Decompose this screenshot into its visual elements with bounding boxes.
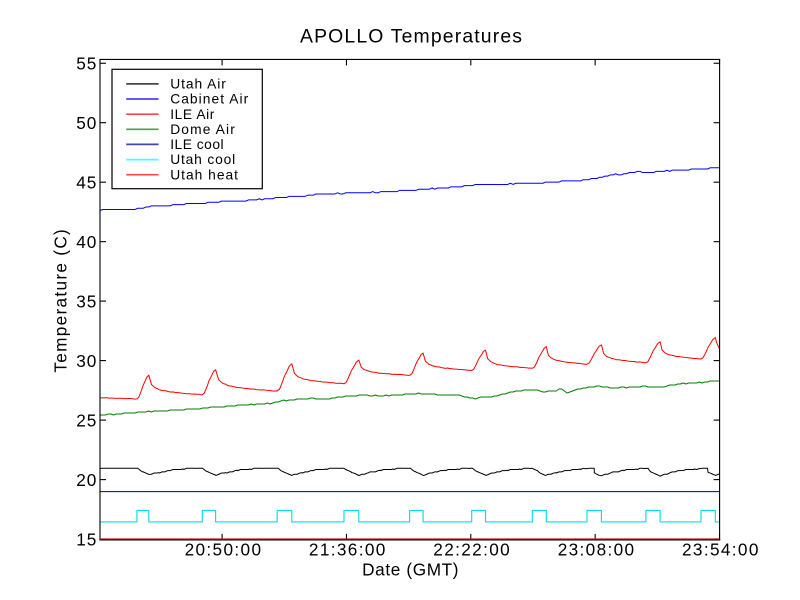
svg-text:23:08:00: 23:08:00 (558, 540, 634, 560)
svg-text:25: 25 (76, 410, 96, 430)
svg-text:35: 35 (76, 291, 96, 311)
svg-text:Temperature (C): Temperature (C) (51, 229, 71, 372)
svg-text:45: 45 (76, 173, 96, 193)
svg-text:Dome Air: Dome Air (170, 122, 235, 137)
svg-text:ILE Air: ILE Air (170, 107, 215, 122)
svg-text:21:36:00: 21:36:00 (309, 540, 385, 560)
svg-text:55: 55 (76, 54, 96, 74)
svg-text:20: 20 (76, 470, 96, 490)
svg-text:23:54:00: 23:54:00 (682, 540, 758, 560)
svg-text:Utah Air: Utah Air (170, 77, 226, 92)
svg-text:Utah heat: Utah heat (170, 167, 238, 182)
svg-text:30: 30 (76, 351, 96, 371)
svg-text:20:50:00: 20:50:00 (185, 540, 261, 560)
svg-text:15: 15 (76, 529, 96, 549)
svg-text:APOLLO Temperatures: APOLLO Temperatures (300, 26, 522, 48)
svg-text:Utah cool: Utah cool (170, 152, 235, 167)
svg-text:50: 50 (76, 113, 96, 133)
svg-text:40: 40 (76, 232, 96, 252)
svg-text:22:22:00: 22:22:00 (433, 540, 509, 560)
svg-text:Cabinet Air: Cabinet Air (170, 92, 248, 107)
svg-text:ILE cool: ILE cool (170, 137, 223, 152)
svg-text:Date (GMT): Date (GMT) (362, 559, 458, 579)
